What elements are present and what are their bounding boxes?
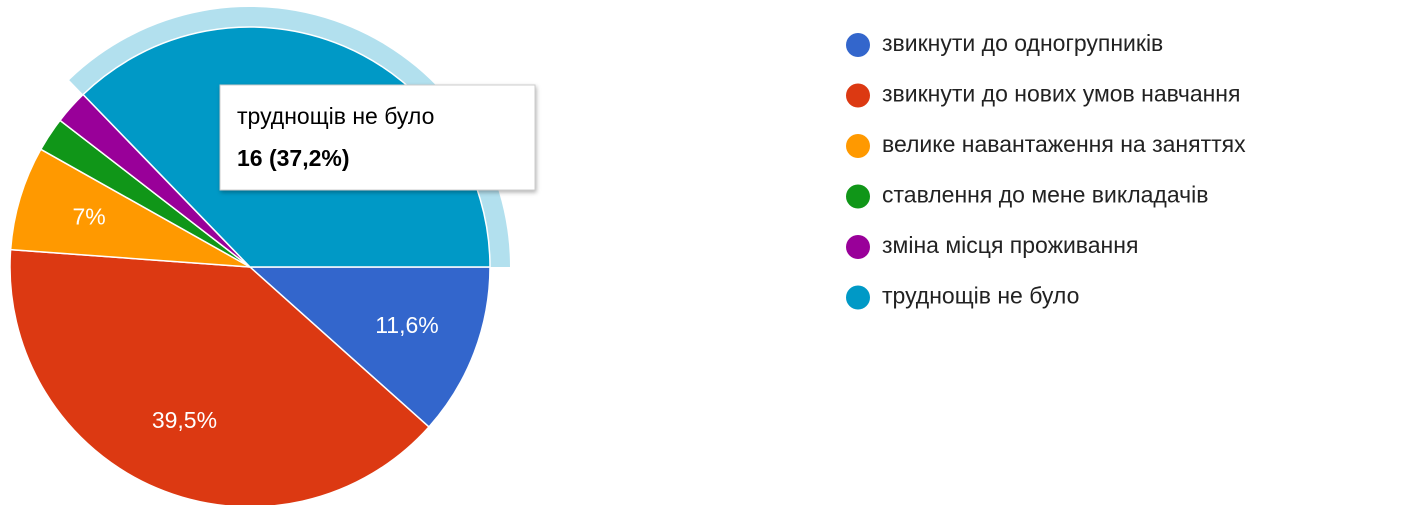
slice (248, 266, 491, 429)
legend-label: звикнути до нових умов навчання (882, 81, 1240, 107)
legend-label: ставлення до мене викладачів (882, 182, 1208, 208)
tooltip: труднощів не було 16 (37,2%) (219, 84, 536, 191)
legend-swatch (846, 33, 870, 57)
legend-swatch (846, 235, 870, 259)
slice (9, 248, 430, 505)
legend-label: звикнути до одногрупників (882, 30, 1163, 56)
legend-swatch (846, 83, 870, 108)
legend-label: труднощів не було (882, 283, 1079, 309)
slice-label: 7% (73, 204, 106, 230)
slice (9, 148, 251, 268)
slice-highlight (69, 6, 510, 267)
legend-swatch (846, 134, 870, 158)
slice-label: 39,5% (152, 407, 217, 433)
tooltip-title: труднощів не було (237, 103, 434, 129)
pie (9, 6, 510, 505)
legend: звикнути до одногрупників звикнути до нов… (846, 30, 1246, 310)
legend-label: велике навантаження на заняттях (882, 131, 1246, 157)
tooltip-value: 16 (37,2%) (237, 145, 350, 171)
legend-swatch (846, 285, 870, 310)
legend-swatch (846, 184, 870, 209)
slice-label: 11,6% (375, 312, 439, 338)
tooltip-box (219, 84, 536, 191)
legend-label: зміна місця проживання (882, 232, 1138, 258)
slice-labels: 11,6% 39,5% 7% (73, 204, 439, 433)
